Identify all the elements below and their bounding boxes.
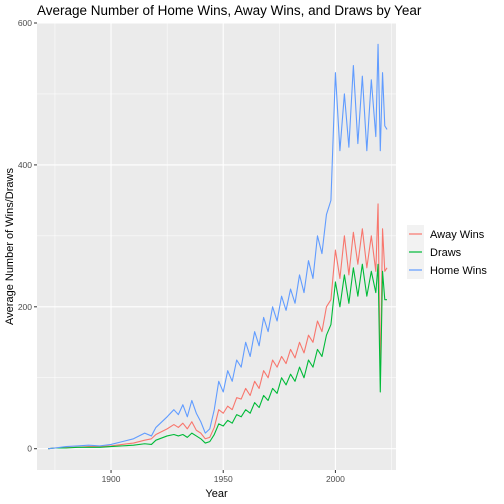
legend-label: Away Wins	[430, 229, 485, 241]
gridlines	[37, 22, 396, 470]
x-axis: 1900 1950 2000	[102, 470, 345, 484]
y-tick-label: 0	[27, 444, 32, 454]
legend: Away Wins Draws Home Wins	[407, 225, 487, 279]
y-axis-title: Average Number of Wins/Draws	[4, 168, 16, 325]
x-axis-title: Year	[205, 488, 228, 500]
series-line-home-wins	[48, 43, 388, 450]
series-line-draws	[48, 263, 388, 450]
legend-label: Home Wins	[430, 265, 487, 277]
chart-title: Average Number of Home Wins, Away Wins, …	[37, 3, 422, 18]
y-tick-label: 400	[18, 160, 32, 170]
series-line-away-wins	[48, 203, 388, 450]
x-tick-label: 1950	[214, 474, 233, 484]
y-tick-label: 600	[18, 18, 32, 28]
series-lines	[48, 43, 388, 450]
x-tick-label: 2000	[326, 474, 345, 484]
legend-label: Draws	[430, 247, 462, 259]
plot-panel	[37, 23, 396, 470]
y-axis: 0 200 400 600	[18, 18, 37, 454]
x-tick-label: 1900	[102, 474, 121, 484]
y-tick-label: 200	[18, 302, 32, 312]
